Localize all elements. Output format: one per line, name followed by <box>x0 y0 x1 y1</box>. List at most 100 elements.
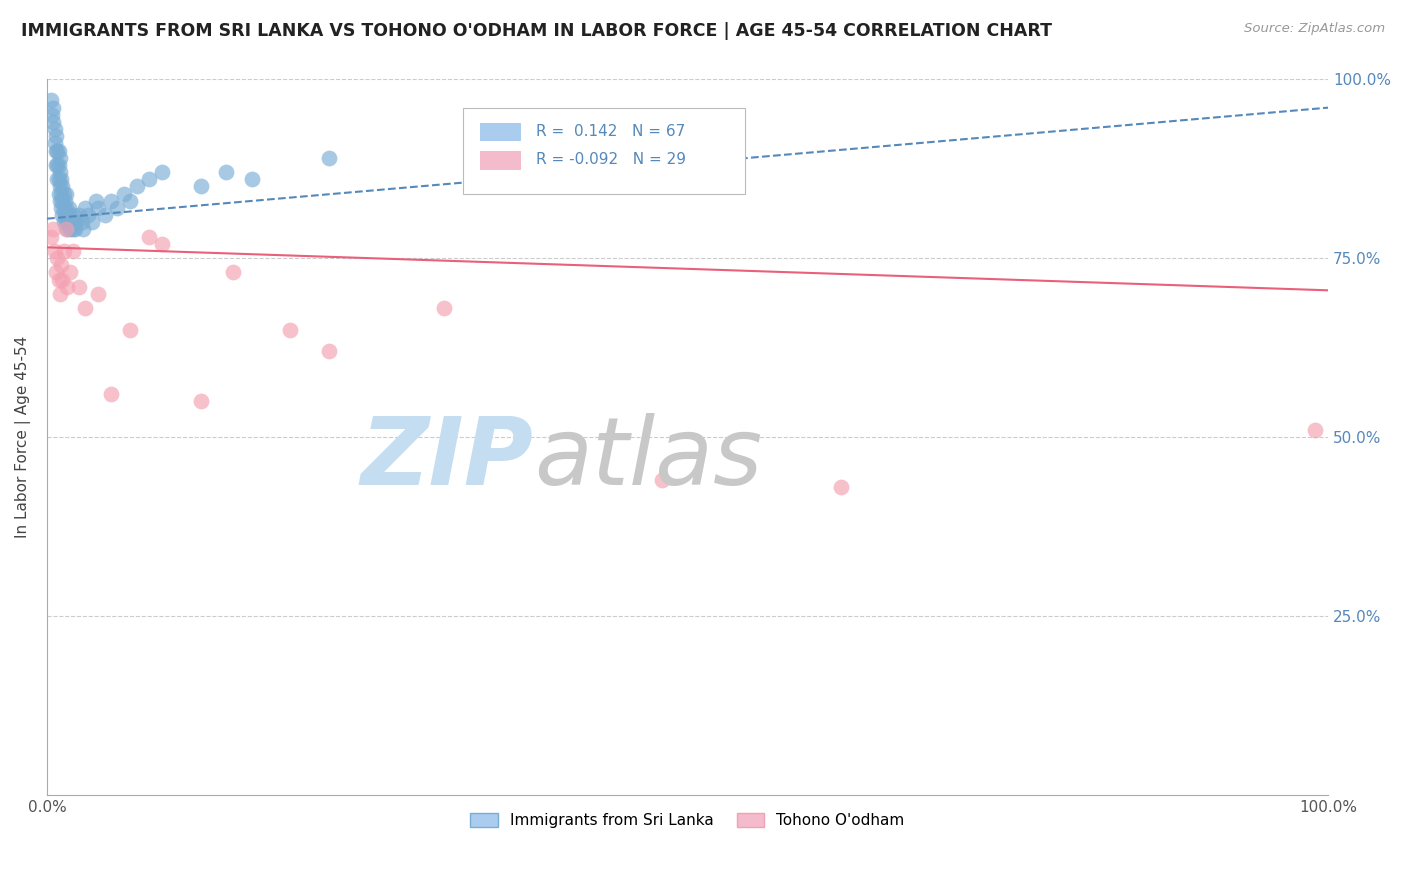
Point <box>62 244 84 258</box>
Text: ZIP: ZIP <box>361 413 534 505</box>
Point <box>49 172 72 186</box>
Point <box>44 244 66 258</box>
Point <box>60 215 83 229</box>
Point <box>55 186 77 201</box>
Text: Source: ZipAtlas.com: Source: ZipAtlas.com <box>1244 22 1385 36</box>
Point <box>62 208 84 222</box>
Point <box>52 201 75 215</box>
Point <box>138 229 160 244</box>
Point <box>120 194 142 208</box>
FancyBboxPatch shape <box>479 123 522 141</box>
Point <box>52 186 75 201</box>
Point <box>56 279 79 293</box>
Point <box>65 215 87 229</box>
Point <box>100 194 122 208</box>
Point <box>48 144 70 158</box>
Point <box>46 144 69 158</box>
Point <box>42 101 65 115</box>
Legend: Immigrants from Sri Lanka, Tohono O'odham: Immigrants from Sri Lanka, Tohono O'odha… <box>464 807 911 834</box>
Point <box>150 236 173 251</box>
Point <box>46 158 69 172</box>
Point <box>51 272 73 286</box>
Point <box>46 172 69 186</box>
Point <box>49 186 72 201</box>
Point <box>52 244 75 258</box>
Point <box>58 215 80 229</box>
Point <box>46 251 69 265</box>
Point <box>41 108 63 122</box>
Point <box>59 265 82 279</box>
Text: atlas: atlas <box>534 413 762 504</box>
Point <box>49 194 72 208</box>
Point <box>190 394 212 409</box>
Point <box>58 201 80 215</box>
Point <box>45 265 67 279</box>
Point <box>56 222 79 236</box>
Point <box>77 208 100 222</box>
Point <box>55 201 77 215</box>
Point <box>433 301 456 316</box>
Point <box>48 272 70 286</box>
Point <box>318 344 340 359</box>
Point <box>67 208 90 222</box>
Point <box>138 172 160 186</box>
Point <box>48 158 70 172</box>
Point <box>125 179 148 194</box>
Point <box>53 194 76 208</box>
Point <box>150 165 173 179</box>
Point <box>56 208 79 222</box>
Point <box>80 215 103 229</box>
Point <box>45 158 67 172</box>
Point <box>93 208 115 222</box>
Point <box>49 165 72 179</box>
Point <box>55 222 77 236</box>
Point <box>51 194 73 208</box>
Point <box>42 115 65 129</box>
Point <box>53 208 76 222</box>
Text: R = -0.092   N = 29: R = -0.092 N = 29 <box>536 153 686 168</box>
Point <box>215 165 238 179</box>
Point <box>55 215 77 229</box>
Point <box>62 222 84 236</box>
Point <box>39 229 62 244</box>
Point <box>67 279 90 293</box>
Point <box>523 136 546 151</box>
Point <box>222 265 245 279</box>
Point <box>280 323 302 337</box>
Point <box>70 215 93 229</box>
Point <box>63 222 86 236</box>
Point <box>75 301 97 316</box>
Point <box>120 323 142 337</box>
Point <box>51 208 73 222</box>
Point <box>240 172 263 186</box>
Point <box>49 151 72 165</box>
Text: IMMIGRANTS FROM SRI LANKA VS TOHONO O'ODHAM IN LABOR FORCE | AGE 45-54 CORRELATI: IMMIGRANTS FROM SRI LANKA VS TOHONO O'OD… <box>21 22 1052 40</box>
Point <box>87 201 110 215</box>
Point <box>318 151 340 165</box>
Point <box>63 215 86 229</box>
Y-axis label: In Labor Force | Age 45-54: In Labor Force | Age 45-54 <box>15 336 31 538</box>
Point <box>51 179 73 194</box>
Point <box>39 94 62 108</box>
FancyBboxPatch shape <box>479 152 522 170</box>
Point <box>651 473 673 487</box>
Point <box>830 480 852 494</box>
Point <box>1305 423 1327 437</box>
Text: R =  0.142   N = 67: R = 0.142 N = 67 <box>536 124 686 139</box>
Point <box>59 222 82 236</box>
Point <box>52 215 75 229</box>
Point <box>112 186 135 201</box>
Point <box>49 258 72 272</box>
Point <box>44 122 66 136</box>
Point <box>87 286 110 301</box>
Point <box>44 136 66 151</box>
Point <box>49 286 72 301</box>
Point <box>84 194 107 208</box>
Point <box>45 144 67 158</box>
Point <box>45 129 67 144</box>
Point <box>190 179 212 194</box>
Point <box>48 172 70 186</box>
Point <box>72 222 94 236</box>
Point <box>107 201 129 215</box>
FancyBboxPatch shape <box>464 108 745 194</box>
